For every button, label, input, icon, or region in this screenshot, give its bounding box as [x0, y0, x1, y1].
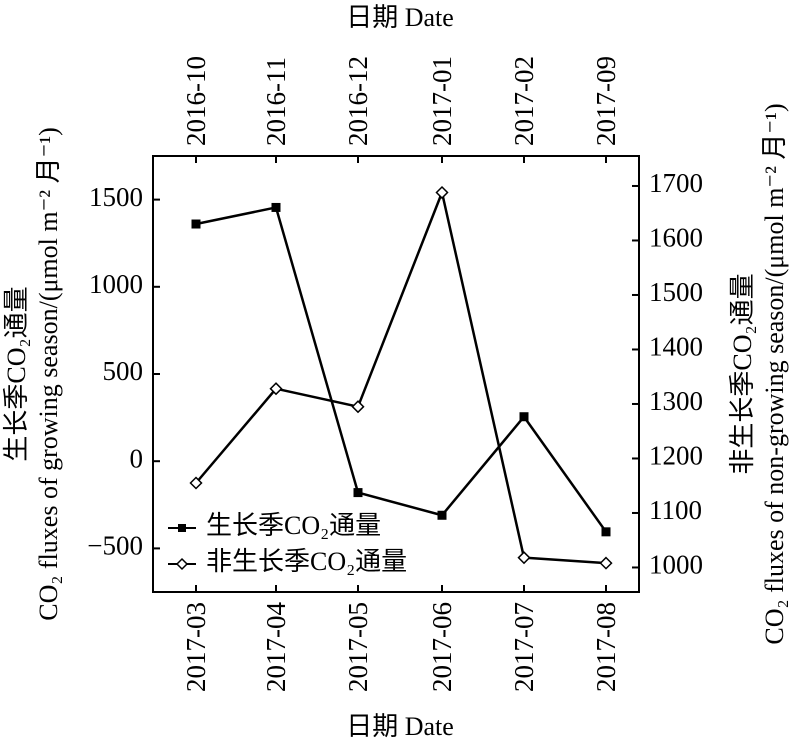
left-tick-label: −500 [87, 531, 143, 561]
data-point-nongrowing [517, 551, 531, 565]
bottom-axis: 2017-03 2017-04 2017-05 2017-06 2017-07 2017-… [181, 585, 621, 692]
top-axis-title: 日期 Date [346, 3, 454, 32]
left-tick-label: 0 [130, 443, 144, 473]
left-tick-label: 1500 [89, 182, 143, 212]
data-point-growing [191, 219, 201, 229]
right-tick-label: 1700 [649, 168, 703, 198]
right-tick-label: 1400 [649, 332, 703, 362]
top-tick-label: 2017-01 [427, 56, 457, 146]
bottom-tick-label: 2017-04 [261, 602, 291, 692]
right-tick-label: 1600 [649, 223, 703, 253]
left-axis-title-cn: 生长季CO₂通量 [2, 286, 31, 461]
right-axis-title-en: CO₂ fluxes of non-growing season/(μmol m… [760, 103, 789, 644]
data-point-nongrowing [269, 382, 283, 396]
right-tick-label: 1300 [649, 386, 703, 416]
legend: 生长季CO₂通量 非生长季CO₂通量 [168, 511, 407, 576]
data-point-growing [437, 510, 447, 520]
data-point-growing [519, 412, 529, 422]
data-point-nongrowing [435, 185, 449, 200]
data-point-nongrowing [189, 476, 203, 490]
legend-marker-nongrowing [175, 557, 189, 571]
bottom-tick-label: 2017-06 [427, 602, 457, 692]
data-point-growing [601, 527, 611, 537]
data-point-growing [353, 488, 363, 498]
top-tick-label: 2016-11 [261, 57, 291, 146]
data-point-growing [271, 202, 281, 212]
data-point-nongrowing [599, 556, 613, 570]
top-axis: 2016-10 2016-11 2016-12 2017-01 2017-02 2017-… [181, 56, 621, 163]
top-tick-label: 2016-12 [343, 56, 373, 146]
left-axis: −500 0 500 1000 1500 [87, 182, 160, 561]
right-axis: 1000 1100 1200 1300 1400 1500 1600 1700 [632, 168, 703, 580]
series-line-nongrowing [195, 191, 607, 565]
bottom-tick-label: 2017-07 [509, 602, 539, 692]
right-tick-label: 1500 [649, 277, 703, 307]
bottom-axis-title: 日期 Date [346, 712, 454, 741]
bottom-tick-label: 2017-08 [591, 602, 621, 692]
left-tick-label: 1000 [89, 269, 143, 299]
legend-marker-growing [178, 524, 186, 532]
top-tick-label: 2017-02 [509, 56, 539, 146]
top-tick-label: 2017-09 [591, 56, 621, 146]
top-tick-label: 2016-10 [181, 56, 211, 146]
left-tick-label: 500 [103, 356, 144, 386]
series-layer [189, 185, 613, 570]
legend-label-growing: 生长季CO₂通量 [206, 511, 381, 540]
right-tick-label: 1100 [649, 495, 702, 525]
data-point-nongrowing [351, 400, 365, 414]
right-axis-title-cn: 非生长季CO₂通量 [728, 273, 757, 474]
bottom-tick-label: 2017-05 [343, 602, 373, 692]
right-tick-label: 1000 [649, 550, 703, 580]
left-axis-title-en: CO₂ fluxes of growing season/(μmol m⁻² 月… [34, 127, 63, 621]
series-line-growing [195, 206, 608, 533]
right-tick-label: 1200 [649, 441, 703, 471]
bottom-tick-label: 2017-03 [181, 602, 211, 692]
legend-label-nongrowing: 非生长季CO₂通量 [206, 547, 407, 576]
